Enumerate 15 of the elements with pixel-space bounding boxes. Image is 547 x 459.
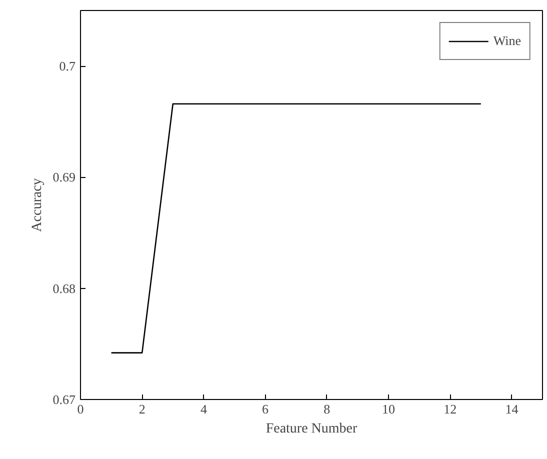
y-axis-title: Accuracy [30,178,45,232]
y-tick-label: 0.67 [52,392,76,407]
y-tick-label: 0.69 [52,170,76,185]
x-axis-title: Feature Number [266,422,358,436]
x-tick-label: 2 [138,402,146,416]
legend-label: Wine [493,33,521,49]
x-tick-label: 14 [505,402,519,416]
x-tick-label: 4 [200,402,208,416]
y-tick-label: 0.7 [59,58,76,74]
x-tick-label: 0 [77,402,84,416]
x-tick-label: 10 [382,402,395,416]
x-tick-label: 8 [324,402,330,416]
x-tick-label: 12 [444,402,457,416]
y-tick-label: 0.68 [52,280,76,296]
x-tick-label: 6 [262,402,270,416]
